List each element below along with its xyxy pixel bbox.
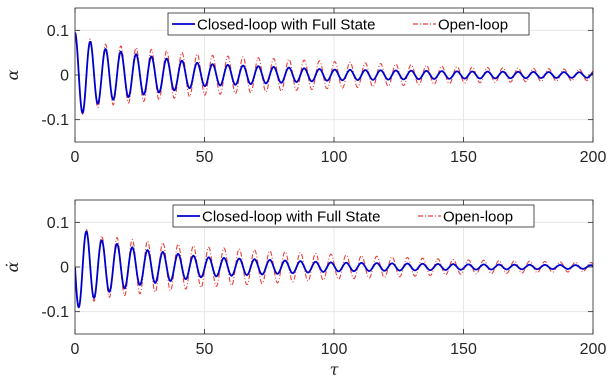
x-tick-label: 150 xyxy=(450,341,477,358)
series-group xyxy=(75,228,593,309)
tick-group: 0 50 100 150 200 0.1 0 -0.1 xyxy=(41,200,606,358)
tick-group: 0 50 100 150 200 0.1 0 -0.1 xyxy=(41,8,606,166)
x-axis-label: τ xyxy=(330,360,340,379)
series-line-closed-loop xyxy=(75,32,593,115)
x-tick-label: 200 xyxy=(580,341,607,358)
x-tick-label: 50 xyxy=(196,149,214,166)
x-tick-label: 100 xyxy=(321,149,348,166)
series-line-closed-loop xyxy=(75,230,593,309)
legend: Closed-loop with Full State Open-loop xyxy=(172,204,535,228)
x-tick-label: 0 xyxy=(71,341,80,358)
legend-label-closed-loop: Closed-loop with Full State xyxy=(197,17,375,34)
series-group xyxy=(75,32,593,115)
alpha-dot-chart: 0 50 100 150 200 0.1 0 -0.1 α̇ τ Closed-loop wi… xyxy=(3,199,606,379)
x-tick-label: 150 xyxy=(450,149,477,166)
y-tick-label: -0.1 xyxy=(41,112,69,129)
y-tick-label: 0.1 xyxy=(47,215,69,232)
legend: Closed-loop with Full State Open-loop xyxy=(167,12,530,36)
legend-label-closed-loop: Closed-loop with Full State xyxy=(202,209,380,226)
x-tick-label: 0 xyxy=(71,149,80,166)
legend-box xyxy=(172,204,535,228)
x-tick-label: 50 xyxy=(196,341,214,358)
x-tick-label: 200 xyxy=(580,149,607,166)
y-tick-label: 0 xyxy=(60,68,69,85)
alpha-chart: 0 50 100 150 200 0.1 0 -0.1 α Closed-loop with … xyxy=(3,7,606,166)
y-tick-label: 0 xyxy=(60,260,69,277)
legend-box xyxy=(167,12,530,36)
y-tick-label: 0.1 xyxy=(47,23,69,40)
y-tick-label: -0.1 xyxy=(41,304,69,321)
y-axis-label: α̇ xyxy=(3,261,22,272)
series-line-open-loop xyxy=(75,228,593,309)
legend-label-open-loop: Open-loop xyxy=(438,17,508,34)
x-tick-label: 100 xyxy=(321,341,348,358)
legend-label-open-loop: Open-loop xyxy=(443,209,513,226)
y-axis-label: α xyxy=(3,69,22,80)
